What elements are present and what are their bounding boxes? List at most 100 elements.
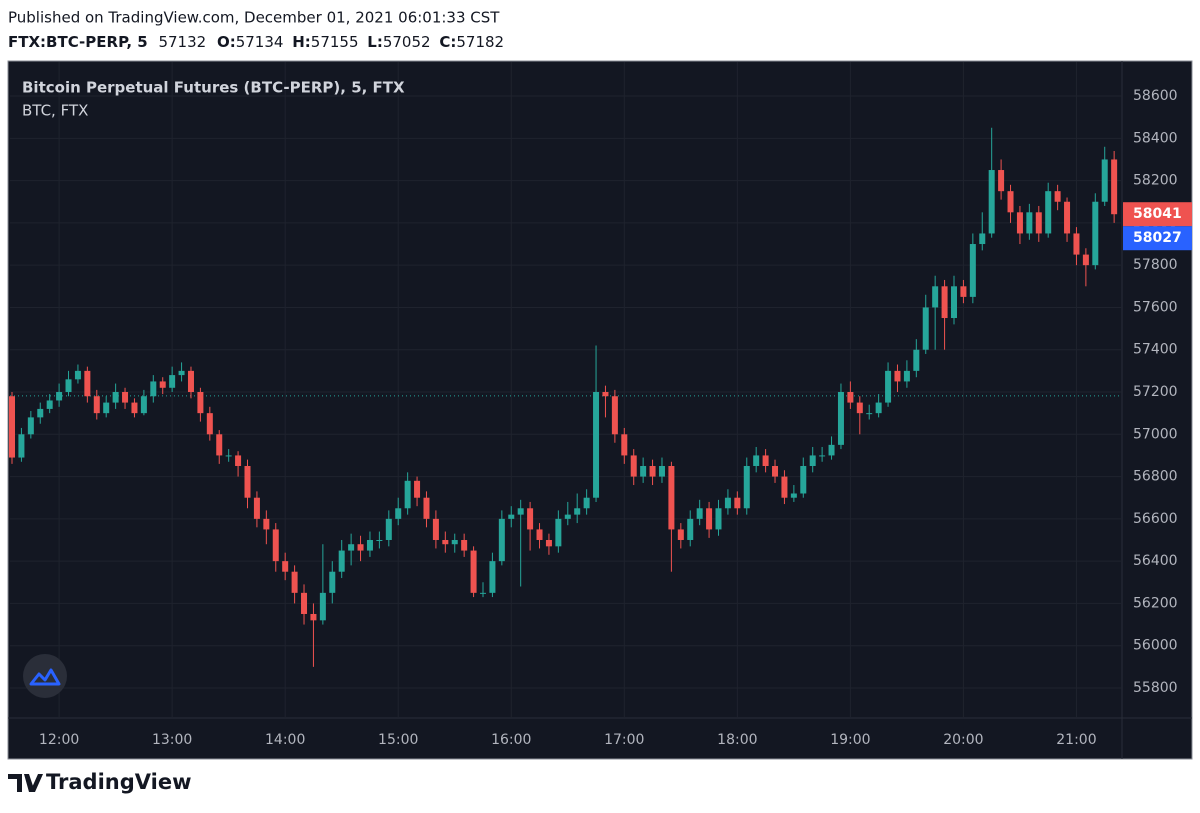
- candle-body: [1101, 159, 1108, 202]
- candle-body: [216, 434, 223, 456]
- candle-body: [593, 392, 600, 498]
- ohlc-value: 57182: [456, 33, 504, 51]
- x-tick-label: 16:00: [491, 732, 531, 748]
- candle-body: [169, 375, 176, 388]
- candle-body: [489, 561, 496, 593]
- candle-body: [998, 170, 1005, 192]
- candle-body: [1035, 212, 1042, 234]
- candle-body: [404, 480, 411, 509]
- candle-body: [800, 466, 807, 494]
- candle-body: [668, 466, 675, 530]
- x-tick-label: 19:00: [830, 732, 870, 748]
- candle-body: [395, 508, 402, 519]
- y-tick-label: 57200: [1133, 384, 1178, 400]
- candle-body: [423, 497, 430, 519]
- candle-body: [291, 571, 298, 593]
- candle-body: [658, 466, 665, 477]
- y-tick-label: 57600: [1133, 299, 1178, 315]
- price: 57132: [158, 33, 206, 51]
- labels: 55800 56000 56200 56400 56600 56800 57000 57200…: [39, 88, 1192, 748]
- ohlc-label: L:: [367, 33, 383, 51]
- candle-body: [150, 381, 157, 397]
- candle-body: [206, 413, 213, 435]
- candle-body: [687, 518, 694, 540]
- candle-body: [828, 444, 835, 456]
- candle-body: [27, 417, 34, 435]
- candle-body: [1111, 159, 1118, 215]
- candle-body: [1045, 191, 1052, 234]
- ohlc-label: C:: [439, 33, 456, 51]
- candle-body: [837, 392, 844, 445]
- candle-body: [74, 370, 81, 380]
- last-price-box: [1123, 202, 1192, 227]
- y-tick-label: 57000: [1133, 426, 1178, 442]
- candle-body: [442, 539, 449, 545]
- candle-body: [847, 392, 854, 403]
- candle-body: [734, 497, 741, 509]
- candle-body: [885, 370, 892, 403]
- candle-body: [225, 455, 232, 457]
- chart-subtitle: BTC, FTX: [22, 102, 88, 120]
- candle-body: [611, 396, 618, 435]
- grid: [10, 62, 1122, 718]
- indicator-price-box: [1123, 226, 1192, 251]
- candle-body: [56, 392, 63, 401]
- candle-body: [969, 244, 976, 297]
- candle-body: [272, 529, 279, 562]
- candle-body: [1064, 201, 1071, 234]
- x-tick-label: 15:00: [378, 732, 418, 748]
- footer-logo: TradingView: [8, 770, 191, 794]
- candle-body: [903, 370, 910, 382]
- y-tick-label: 56000: [1133, 638, 1178, 654]
- candle-body: [310, 613, 317, 621]
- candle-body: [253, 497, 260, 519]
- candle-body: [922, 307, 929, 350]
- candle-body: [366, 539, 373, 551]
- candle-body: [508, 514, 515, 519]
- candle-body: [988, 170, 995, 234]
- y-tick-label: 56600: [1133, 511, 1178, 527]
- candle-body: [9, 396, 15, 458]
- candle-body: [753, 455, 760, 467]
- candle-body: [112, 392, 119, 403]
- candle-body: [461, 539, 468, 551]
- y-tick-label: 58600: [1133, 88, 1178, 104]
- candle-body: [913, 349, 920, 371]
- y-tick-label: 58200: [1133, 173, 1178, 189]
- candle-body: [282, 561, 289, 572]
- candle-body: [357, 544, 364, 551]
- candle-body: [960, 286, 967, 297]
- candles: [9, 127, 1118, 667]
- last-price-label: 58041: [1133, 206, 1182, 222]
- candle-body: [866, 413, 873, 415]
- candle-body: [122, 392, 129, 403]
- chart-title: Bitcoin Perpetual Futures (BTC-PERP), 5,…: [22, 79, 405, 97]
- candle-body: [527, 508, 534, 530]
- ohlc-value: 57155: [311, 33, 359, 51]
- ohlc-label: H:: [292, 33, 311, 51]
- candle-body: [338, 550, 345, 572]
- candle-body: [46, 400, 53, 409]
- candle-body: [93, 396, 100, 414]
- candle-body: [65, 379, 72, 393]
- x-tick-label: 18:00: [717, 732, 757, 748]
- candle-body: [1016, 212, 1023, 234]
- candle-body: [1082, 254, 1089, 266]
- candle-body: [640, 466, 647, 477]
- candle-body: [979, 233, 986, 245]
- candle-body: [602, 392, 609, 397]
- candle-body: [131, 402, 138, 414]
- x-tick-label: 17:00: [604, 732, 644, 748]
- candle-body: [1026, 212, 1033, 234]
- candle-body: [1007, 191, 1014, 213]
- footer-brand: TradingView: [46, 770, 191, 794]
- candle-body: [762, 455, 769, 467]
- candle-body: [244, 466, 251, 498]
- candle-body: [564, 514, 571, 519]
- published-line: Published on TradingView.com, December 0…: [8, 9, 500, 27]
- candle-body: [329, 571, 336, 593]
- candle-body: [1073, 233, 1080, 255]
- candle-body: [856, 402, 863, 414]
- y-tick-label: 56200: [1133, 595, 1178, 611]
